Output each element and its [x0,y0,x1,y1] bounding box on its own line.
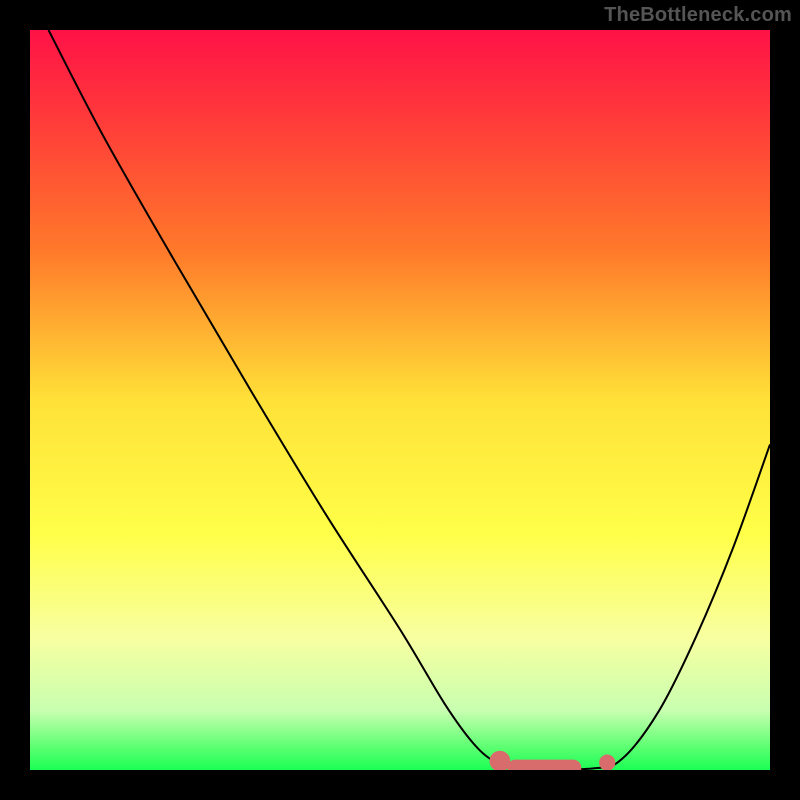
optimal-range-marker [507,760,581,770]
point-marker-2 [599,754,615,770]
watermark-text: TheBottleneck.com [604,4,792,27]
bottleneck-curve-chart [30,30,770,770]
chart-background [30,30,770,770]
